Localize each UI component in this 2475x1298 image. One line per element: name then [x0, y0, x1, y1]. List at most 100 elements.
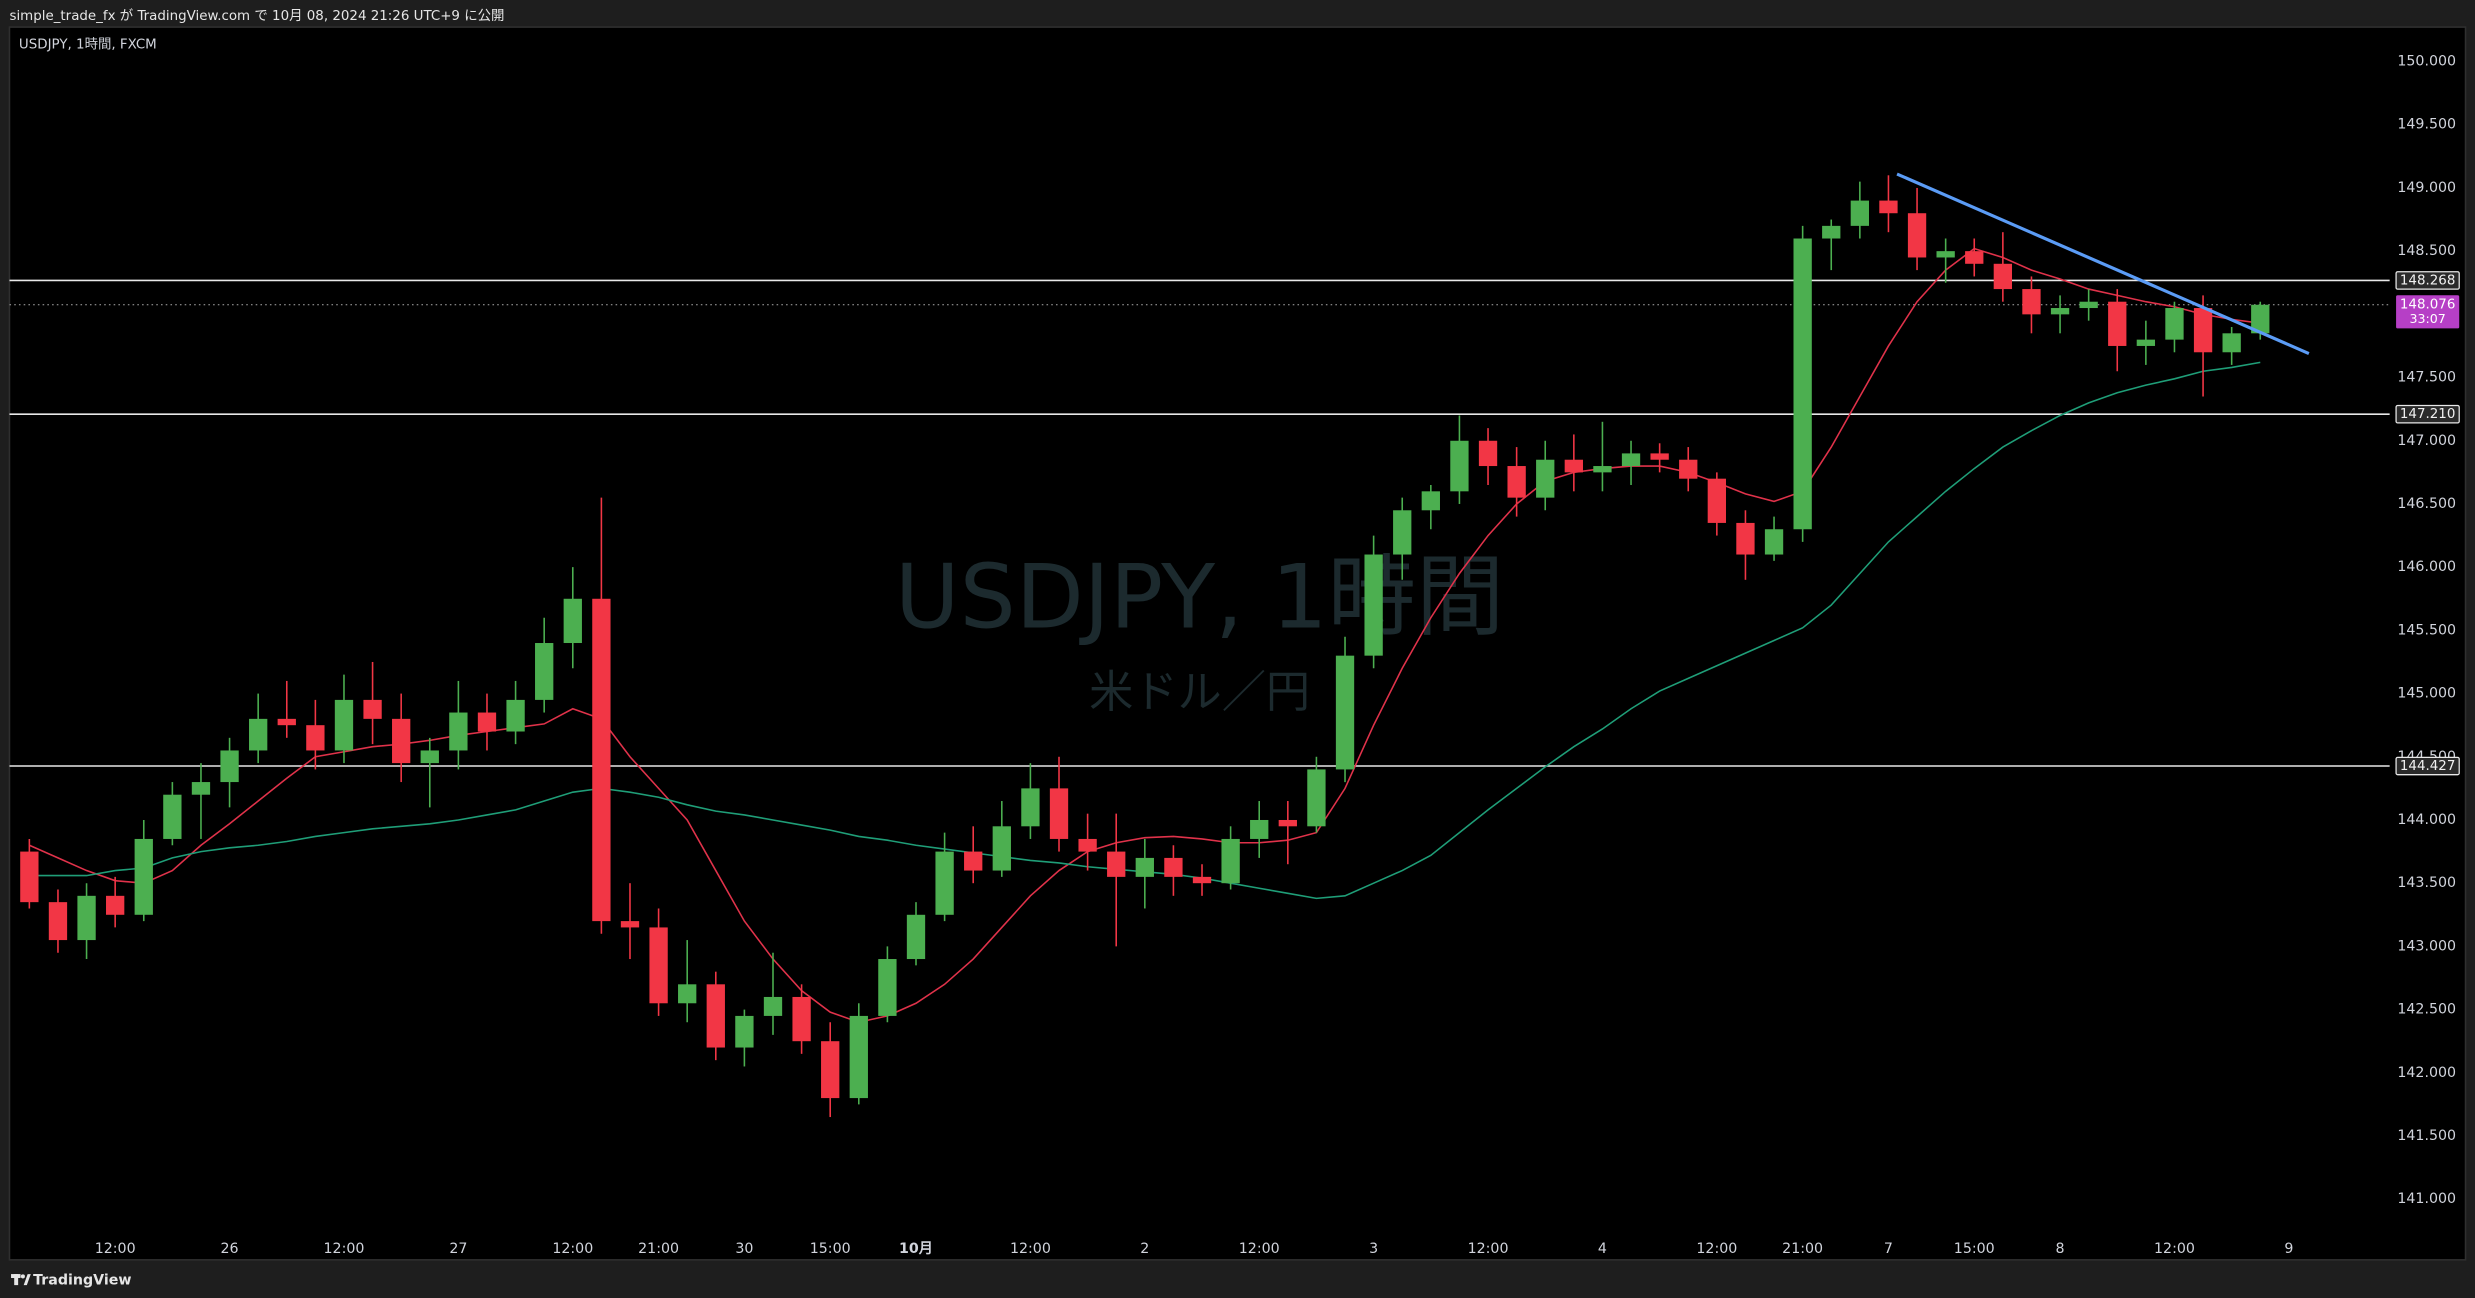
current-price-box [2396, 295, 2460, 329]
candle-body [1450, 440, 1469, 492]
candle-body [678, 984, 697, 1004]
x-tick-label: 12:00 [2154, 1241, 2195, 1257]
y-tick-label: 146.500 [2397, 496, 2456, 512]
candle-body [1907, 213, 1927, 258]
level-label-box [2395, 404, 2460, 424]
x-tick-label: 21:00 [638, 1241, 679, 1257]
x-tick-label: 10月 [899, 1241, 933, 1257]
candle-body [20, 851, 39, 903]
candle-body [134, 838, 153, 915]
candle-body [1421, 491, 1440, 511]
candle-body [535, 643, 554, 700]
level-label-box [2395, 271, 2460, 290]
candle-body [1307, 769, 1326, 827]
candle-body [506, 699, 525, 732]
candle-body [1507, 466, 1526, 498]
candle-body [1965, 251, 1984, 264]
candle-body [1221, 838, 1240, 884]
candle-body [449, 712, 468, 751]
candle-body [1993, 263, 2013, 290]
x-tick-label: 12:00 [95, 1241, 136, 1257]
x-tick-label: 15:00 [810, 1241, 851, 1257]
candle-body [906, 914, 926, 960]
axes: 141.000 141.500 142.000 142.500 143.000 143.5… [95, 54, 2460, 1257]
x-tick-label: 8 [2056, 1241, 2065, 1257]
y-tick-label: 141.500 [2397, 1128, 2456, 1144]
candle-body [2050, 308, 2070, 315]
candle-body [1107, 851, 1126, 877]
logo-shape [23, 1274, 31, 1286]
x-tick-label: 27 [449, 1241, 467, 1257]
candle-body [1192, 876, 1212, 884]
publish-header: simple_trade_fx が TradingView.com で 10月 … [9, 8, 504, 24]
candle-body [2108, 301, 2127, 346]
y-tick-label: 143.500 [2397, 875, 2456, 891]
candle-body [1135, 857, 1154, 877]
candle-body [992, 826, 1011, 871]
candle-body [1564, 459, 1583, 473]
candle-body [935, 851, 954, 915]
x-tick-label: 9 [2284, 1241, 2293, 1257]
candle-body [277, 718, 296, 726]
candle-body [1335, 655, 1355, 770]
y-tick-label: 150.000 [2397, 54, 2456, 70]
candle-body [1736, 522, 1755, 555]
candle-body [249, 718, 268, 751]
x-tick-label: 21:00 [1782, 1241, 1823, 1257]
x-tick-label: 3 [1369, 1241, 1378, 1257]
logo-shape [14, 1274, 19, 1286]
y-tick-label: 148.500 [2397, 243, 2456, 259]
x-tick-label: 12:00 [324, 1241, 365, 1257]
candle-body [1021, 788, 1040, 827]
level-label: 147.210 [2400, 407, 2455, 422]
y-tick-label: 146.000 [2397, 559, 2456, 575]
y-tick-label: 143.000 [2397, 938, 2456, 954]
level-label-box [2395, 756, 2460, 776]
candle-body [163, 794, 182, 839]
candle-body [2251, 304, 2270, 334]
candle-body [2136, 339, 2156, 346]
candle-body [1879, 200, 1898, 214]
y-tick-label: 147.500 [2397, 370, 2456, 386]
candle-body [1707, 478, 1726, 523]
chart-frame [8, 26, 2467, 1261]
candle-body [649, 927, 668, 1004]
y-tick-label: 147.000 [2397, 433, 2456, 449]
candle-body [1078, 838, 1097, 852]
watermark-subtitle: 米ドル／円 [1089, 667, 1310, 718]
trendline [1896, 172, 2310, 355]
candle-body [334, 699, 354, 751]
candle-body [821, 1041, 840, 1099]
candle-body [2193, 308, 2213, 353]
countdown-label: 33:07 [2409, 311, 2445, 326]
y-tick-label: 141.000 [2397, 1191, 2456, 1207]
candle-body [392, 718, 411, 764]
candle-body [1164, 857, 1183, 877]
candle-body [2165, 308, 2184, 340]
candle-body [363, 699, 382, 719]
candle-body [1049, 788, 1069, 839]
x-tick-label: 12:00 [1239, 1241, 1280, 1257]
candle-body [1793, 238, 1812, 530]
x-tick-label: 26 [221, 1241, 239, 1257]
candle-body [964, 851, 983, 871]
level-label: 144.427 [2400, 759, 2455, 774]
candle-body [878, 959, 897, 1016]
candle-body [1478, 440, 1498, 467]
candle-body [1250, 819, 1269, 839]
candle-body [2079, 301, 2098, 309]
candle-body [1621, 453, 1641, 467]
x-tick-label: 12:00 [1696, 1241, 1737, 1257]
candle-body [1764, 529, 1784, 555]
candle-body [191, 782, 211, 795]
candle-body [592, 598, 611, 922]
candle-body [477, 712, 497, 732]
candle-body [1850, 200, 1870, 226]
candle-body [620, 921, 640, 928]
y-tick-label: 149.500 [2397, 117, 2456, 133]
x-tick-label: 12:00 [1468, 1241, 1509, 1257]
y-tick-label: 144.000 [2397, 812, 2456, 828]
